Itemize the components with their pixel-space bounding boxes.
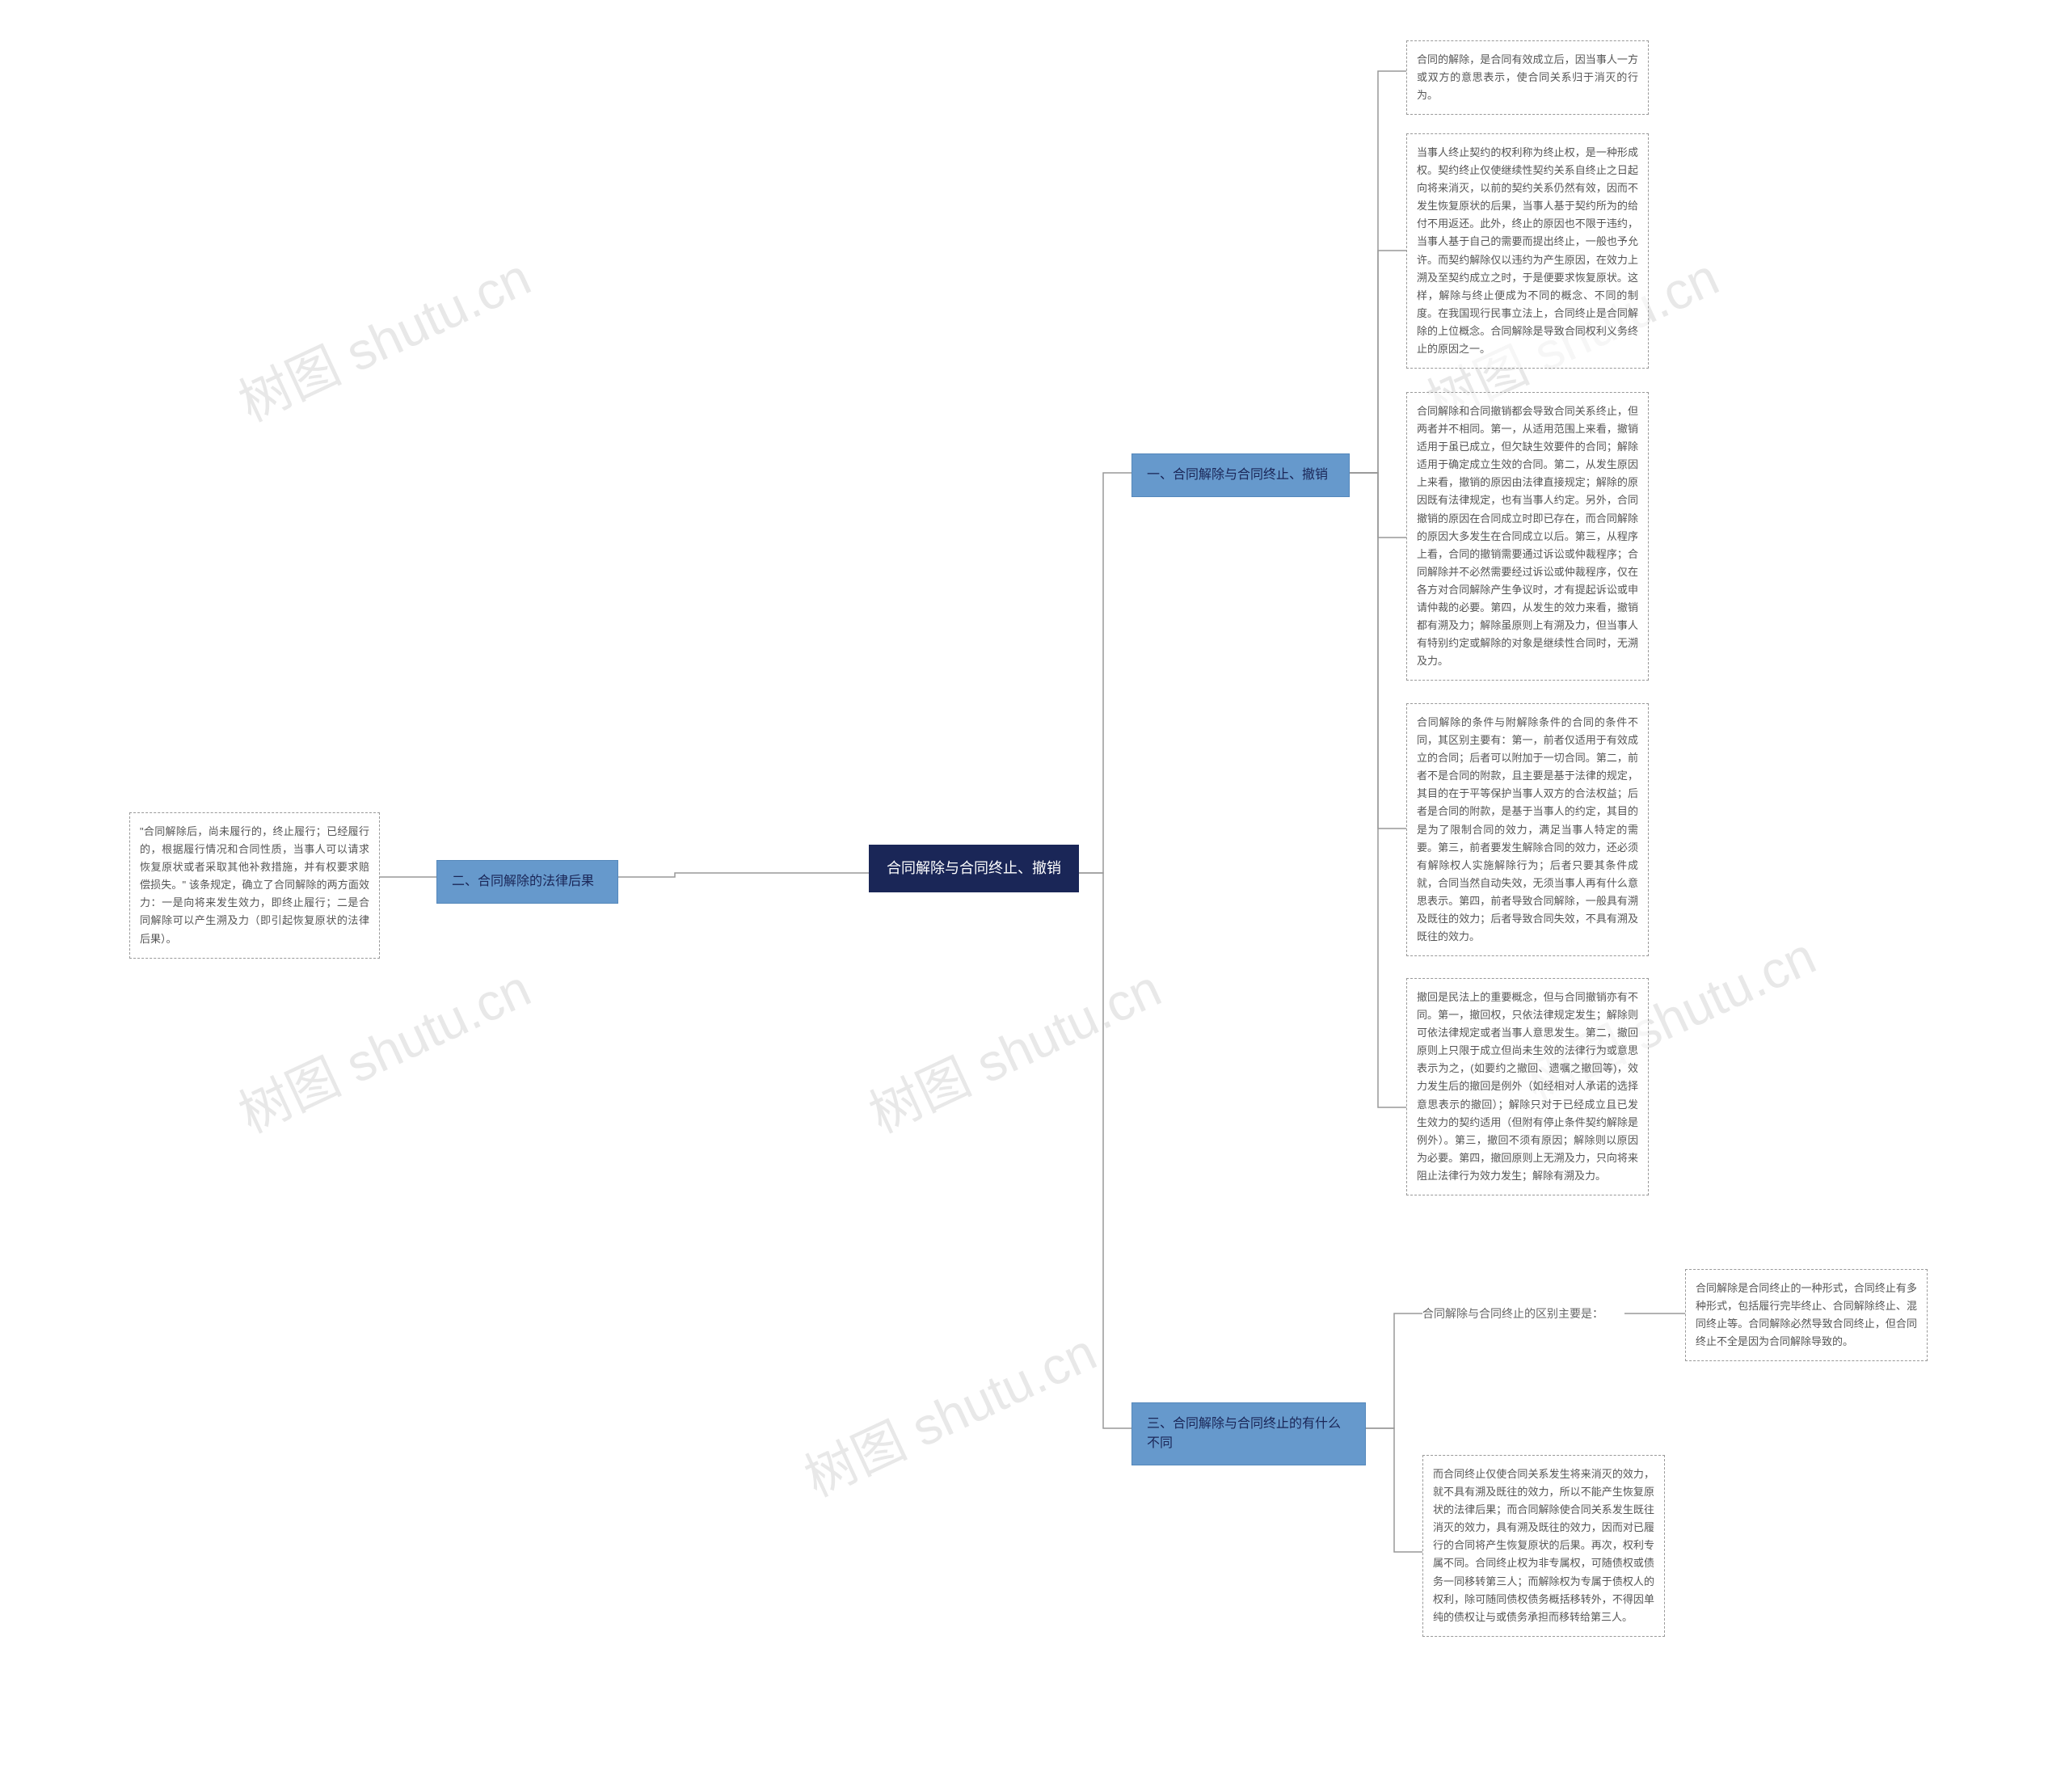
watermark: 树图 shutu.cn: [856, 947, 1171, 1147]
branch1-leaf1: 合同的解除，是合同有效成立后，因当事人一方或双方的意思表示，使合同关系归于消灭的…: [1406, 40, 1649, 115]
branch1-leaf2: 当事人终止契约的权利称为终止权，是一种形成权。契约终止仅使继续性契约关系自终止之…: [1406, 133, 1649, 369]
branch3-leaf2: 而合同终止仅使合同关系发生将来消灭的效力，就不具有溯及既往的效力，所以不能产生恢…: [1422, 1455, 1665, 1637]
branch3-sublabel: 合同解除与合同终止的区别主要是：: [1422, 1305, 1624, 1322]
branch1-leaf3: 合同解除和合同撤销都会导致合同关系终止，但两者并不相同。第一，从适用范围上来看，…: [1406, 392, 1649, 681]
branch1-leaf4: 合同解除的条件与附解除条件的合同的条件不同，其区别主要有：第一，前者仅适用于有效…: [1406, 703, 1649, 956]
watermark: 树图 shutu.cn: [791, 1311, 1106, 1511]
branch2-leaf1: "合同解除后，尚未履行的，终止履行；已经履行的，根据履行情况和合同性质，当事人可…: [129, 812, 380, 959]
branch3-title: 三、合同解除与合同终止的有什么不同: [1131, 1402, 1366, 1465]
watermark: 树图 shutu.cn: [225, 236, 541, 436]
branch1-title: 一、合同解除与合同终止、撤销: [1131, 453, 1350, 497]
branch3-leaf1: 合同解除是合同终止的一种形式，合同终止有多种形式，包括履行完毕终止、合同解除终止…: [1685, 1269, 1928, 1361]
branch1-leaf5: 撤回是民法上的重要概念，但与合同撤销亦有不同。第一，撤回权，只依法律规定发生；解…: [1406, 978, 1649, 1195]
watermark: 树图 shutu.cn: [225, 947, 541, 1147]
branch2-title: 二、合同解除的法律后果: [436, 860, 618, 904]
central-node: 合同解除与合同终止、撤销: [869, 845, 1079, 892]
